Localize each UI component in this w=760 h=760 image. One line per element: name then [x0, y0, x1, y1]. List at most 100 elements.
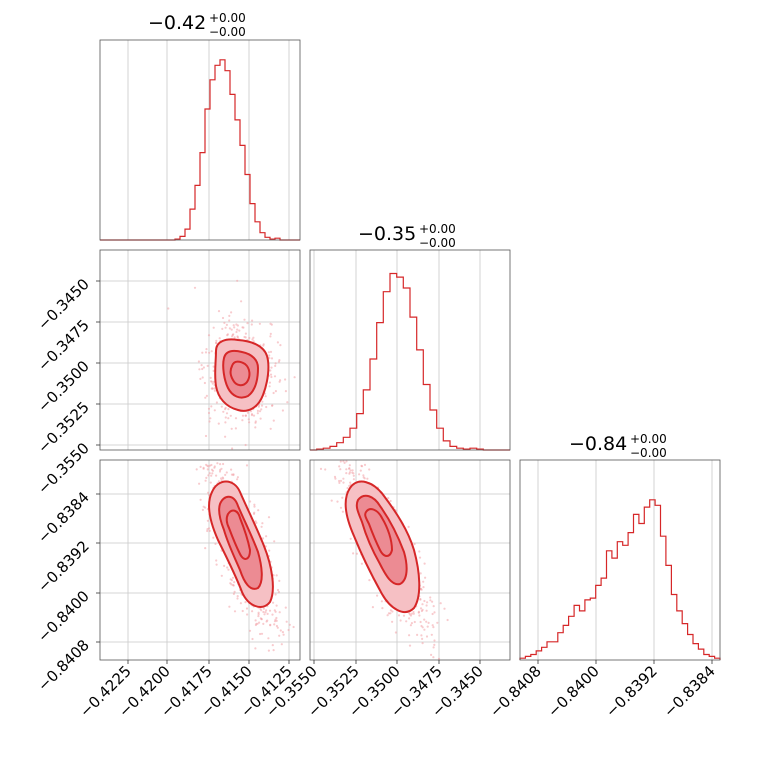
scatter-point	[248, 336, 251, 340]
scatter-point	[431, 612, 434, 616]
scatter-point	[260, 609, 263, 612]
scatter-point	[268, 609, 272, 612]
scatter-point	[245, 464, 249, 467]
scatter-point	[240, 300, 243, 303]
scatter-point	[273, 375, 277, 378]
panel-hist-1: −0.42 +0.00 −0.00	[99, 11, 301, 241]
scatter-point	[235, 323, 238, 326]
scatter-point	[391, 610, 394, 613]
scatter-point	[273, 540, 276, 543]
scatter-point	[253, 505, 256, 508]
scatter-point	[220, 574, 223, 577]
scatter-point	[214, 542, 217, 546]
scatter-point	[276, 588, 280, 592]
x-ticks-param-2: −0.3550 −0.3525 −0.3500 −0.3475 −0.3450	[262, 660, 487, 721]
scatter-point	[228, 327, 231, 330]
scatter-point	[228, 605, 231, 608]
scatter-point	[430, 653, 433, 657]
scatter-point	[443, 607, 446, 610]
scatter-point	[268, 385, 271, 388]
scatter-point	[421, 642, 424, 645]
scatter-point	[244, 443, 247, 447]
scatter-point	[349, 469, 352, 472]
scatter-point	[412, 612, 415, 615]
scatter-point	[407, 525, 410, 529]
scatter-point	[430, 633, 433, 636]
scatter-point	[254, 647, 257, 650]
scatter-point	[399, 619, 402, 622]
scatter-point	[423, 628, 426, 631]
scatter-point	[267, 637, 270, 640]
scatter-point	[423, 599, 426, 603]
scatter-point	[410, 622, 413, 625]
scatter-point	[269, 623, 272, 626]
scatter-point	[408, 644, 412, 647]
scatter-point	[207, 407, 211, 410]
scatter-point	[201, 508, 204, 511]
scatter-point	[204, 351, 208, 354]
scatter-point	[167, 307, 170, 310]
contour-density-fill-inner	[223, 350, 258, 398]
scatter-point	[268, 381, 271, 384]
scatter-point	[349, 481, 352, 484]
scatter-point	[394, 631, 397, 634]
scatter-point	[446, 618, 449, 622]
scatter-point	[219, 463, 222, 466]
scatter-point	[234, 417, 238, 420]
scatter-point	[419, 598, 422, 601]
y-tick-label: −0.8408	[34, 636, 93, 695]
scatter-point	[215, 339, 218, 342]
scatter-point	[284, 606, 287, 609]
title-param-2: −0.35	[358, 223, 416, 245]
scatter-point	[212, 365, 215, 368]
panel-2d-2-3	[309, 459, 511, 661]
scatter-point	[261, 400, 264, 403]
scatter-point	[433, 643, 436, 647]
scatter-point	[207, 334, 211, 337]
scatter-point	[408, 617, 411, 620]
scatter-point	[275, 624, 278, 628]
scatter-point	[391, 620, 394, 623]
scatter-point	[436, 621, 439, 624]
scatter-point	[278, 611, 281, 614]
scatter-point	[224, 435, 227, 438]
scatter-point	[257, 509, 260, 512]
scatter-point	[278, 359, 281, 362]
y-tick-label: −0.8392	[34, 537, 93, 596]
scatter-point	[267, 516, 271, 519]
panel-2d-1-2	[99, 249, 301, 451]
scatter-point	[387, 612, 390, 615]
contour-mid	[222, 349, 260, 399]
scatter-point	[348, 467, 351, 470]
scatter-point	[212, 369, 215, 372]
scatter-point	[319, 467, 323, 470]
scatter-point	[236, 328, 239, 331]
scatter-point	[338, 465, 341, 468]
scatter-point	[330, 499, 333, 502]
scatter-point	[431, 624, 434, 627]
scatter-point	[345, 460, 348, 463]
scatter-point	[338, 479, 341, 483]
scatter-point	[419, 607, 423, 610]
scatter-point	[259, 632, 262, 636]
scatter-point	[213, 465, 216, 468]
scatter-point	[207, 491, 210, 494]
scatter-point	[408, 634, 411, 637]
scatter-point	[342, 481, 345, 484]
scatter-point	[348, 472, 351, 475]
contour-inner	[229, 360, 251, 387]
scatter-point	[250, 414, 254, 417]
scatter-point	[253, 511, 256, 514]
scatter-point	[229, 582, 232, 585]
scatter-point	[215, 474, 218, 477]
scatter-point	[212, 536, 215, 539]
scatter-point	[433, 639, 436, 642]
scatter-point	[230, 328, 233, 331]
scatter-point	[352, 472, 355, 475]
scatter-point	[221, 316, 225, 320]
scatter-point	[243, 335, 246, 339]
scatter-point	[222, 477, 225, 480]
contours-1-2	[214, 338, 270, 412]
scatter-point	[421, 637, 424, 641]
scatter-point	[221, 327, 224, 330]
